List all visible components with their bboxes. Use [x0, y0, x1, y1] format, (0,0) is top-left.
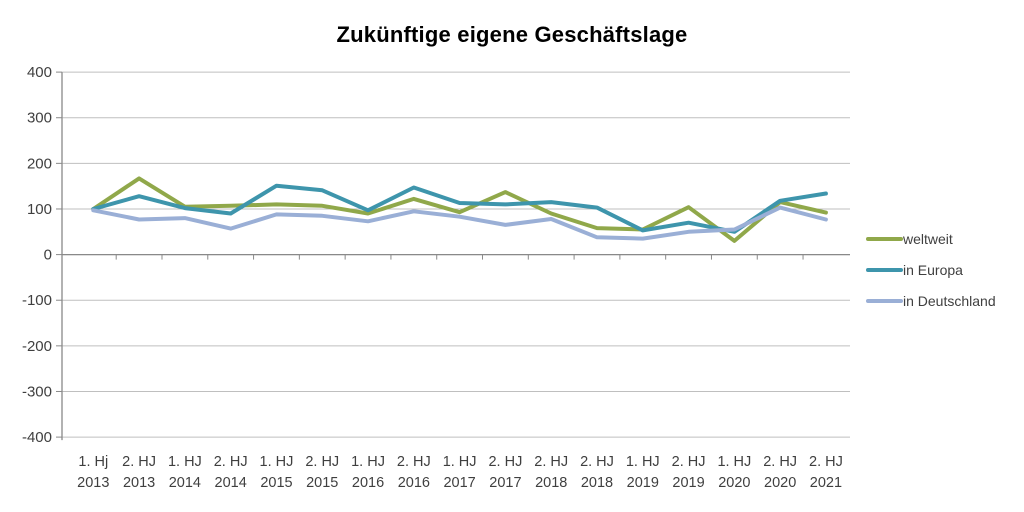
- svg-text:2019: 2019: [627, 475, 659, 491]
- svg-text:2014: 2014: [169, 475, 201, 491]
- svg-text:1. Hj: 1. Hj: [78, 454, 108, 470]
- x-tick-label: 2. HJ 2014: [214, 454, 248, 491]
- svg-text:2. HJ: 2. HJ: [763, 454, 797, 470]
- y-tick-label: -200: [22, 338, 52, 355]
- x-tick-label: 1. HJ 2016: [351, 454, 385, 491]
- svg-text:2. HJ: 2. HJ: [809, 454, 843, 470]
- x-tick-label: 1. HJ 2014: [168, 454, 202, 491]
- x-tick-label: 1. HJ 2020: [717, 454, 751, 491]
- y-tick-label: 300: [27, 110, 52, 127]
- legend-label: in Deutschland: [903, 293, 996, 309]
- y-tick-label: -300: [22, 383, 52, 400]
- series-line-weltweit: [91, 176, 828, 243]
- x-tick-label: 2. HJ 2020: [763, 454, 797, 491]
- legend-label: in Europa: [903, 262, 963, 278]
- svg-text:2020: 2020: [718, 475, 750, 491]
- x-tick-label: 1. HJ 2015: [260, 454, 294, 491]
- svg-text:2013: 2013: [123, 475, 155, 491]
- svg-text:2018: 2018: [535, 475, 567, 491]
- svg-text:2. HJ: 2. HJ: [305, 454, 339, 470]
- y-tick-label: 400: [27, 64, 52, 81]
- legend-item-weltweit: weltweit: [866, 231, 996, 247]
- x-tick-label: 2. HJ 2018: [534, 454, 568, 491]
- svg-text:2016: 2016: [352, 475, 384, 491]
- chart-legend: weltweit in Europa in Deutschland: [866, 231, 996, 309]
- svg-text:2014: 2014: [215, 475, 247, 491]
- svg-text:1. HJ: 1. HJ: [168, 454, 202, 470]
- svg-text:2015: 2015: [260, 475, 292, 491]
- svg-text:2013: 2013: [77, 475, 109, 491]
- series-line-in-deutschland: [91, 205, 828, 241]
- y-tick-label: 100: [27, 201, 52, 218]
- x-tick-label: 2. HJ 2015: [305, 454, 339, 491]
- y-tick-label: 0: [44, 247, 52, 264]
- x-tick-label: 2. HJ 2021: [809, 454, 843, 491]
- series-lines: [91, 176, 828, 243]
- x-tick-label: 2. HJ 2013: [122, 454, 156, 491]
- svg-text:1. HJ: 1. HJ: [260, 454, 294, 470]
- svg-text:2021: 2021: [810, 475, 842, 491]
- svg-text:2. HJ: 2. HJ: [580, 454, 614, 470]
- axes: [56, 71, 850, 441]
- svg-text:2016: 2016: [398, 475, 430, 491]
- svg-text:2. HJ: 2. HJ: [214, 454, 248, 470]
- svg-text:2015: 2015: [306, 475, 338, 491]
- series-line-in-europa: [91, 183, 828, 234]
- x-tick-label: 2. HJ 2016: [397, 454, 431, 491]
- x-tick-label: 2. HJ 2017: [488, 454, 522, 491]
- svg-text:2. HJ: 2. HJ: [397, 454, 431, 470]
- y-axis-tick-labels: -400 -300 -200 -100 0 100 200 300 400: [22, 64, 52, 446]
- y-tick-label: -400: [22, 429, 52, 446]
- svg-text:2017: 2017: [489, 475, 521, 491]
- x-tick-label: 1. HJ 2017: [443, 454, 477, 491]
- svg-text:1. HJ: 1. HJ: [626, 454, 660, 470]
- svg-text:2. HJ: 2. HJ: [672, 454, 706, 470]
- svg-text:2. HJ: 2. HJ: [488, 454, 522, 470]
- legend-swatch-in-deutschland: [866, 299, 903, 303]
- gridlines: [62, 71, 850, 438]
- svg-text:1. HJ: 1. HJ: [351, 454, 385, 470]
- chart-title: Zukünftige eigene Geschäftslage: [336, 22, 688, 47]
- svg-text:2018: 2018: [581, 475, 613, 491]
- x-tick-label: 2. HJ 2019: [672, 454, 706, 491]
- x-tick-label: 1. Hj 2013: [77, 454, 109, 491]
- svg-text:2017: 2017: [443, 475, 475, 491]
- legend-item-in-deutschland: in Deutschland: [866, 293, 996, 309]
- svg-text:1. HJ: 1. HJ: [443, 454, 477, 470]
- legend-swatch-in-europa: [866, 268, 903, 272]
- svg-text:2. HJ: 2. HJ: [122, 454, 156, 470]
- y-tick-label: -100: [22, 292, 52, 309]
- legend-swatch-weltweit: [866, 237, 903, 241]
- legend-label: weltweit: [903, 231, 953, 247]
- svg-text:2. HJ: 2. HJ: [534, 454, 568, 470]
- y-tick-label: 200: [27, 155, 52, 172]
- legend-item-in-europa: in Europa: [866, 262, 996, 278]
- svg-text:1. HJ: 1. HJ: [717, 454, 751, 470]
- x-tick-label: 2. HJ 2018: [580, 454, 614, 491]
- svg-text:2020: 2020: [764, 475, 796, 491]
- svg-text:2019: 2019: [672, 475, 704, 491]
- x-tick-label: 1. HJ 2019: [626, 454, 660, 491]
